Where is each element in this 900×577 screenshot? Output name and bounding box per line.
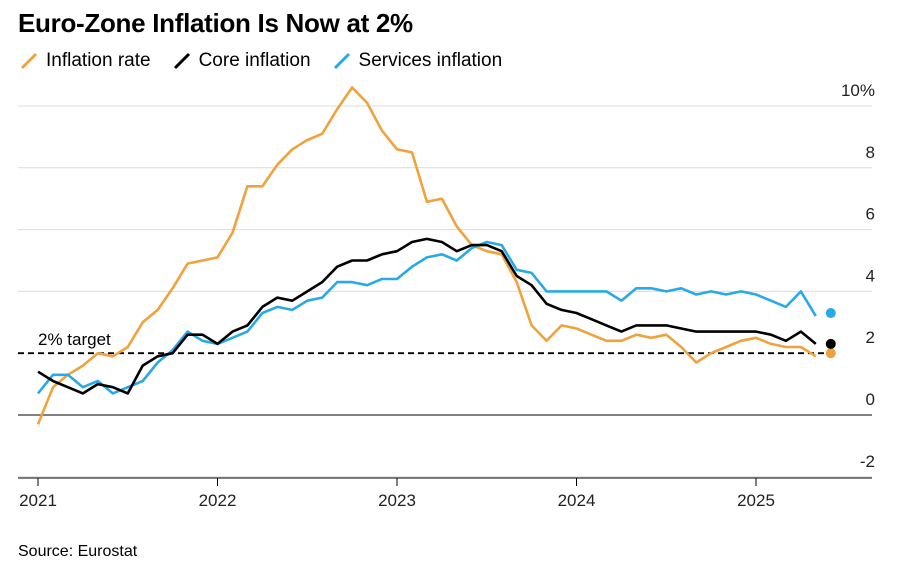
legend-item-inflation-rate: Inflation rate <box>20 50 151 72</box>
source-note: Source: Eurostat <box>18 543 138 560</box>
legend-label-services-inflation: Services inflation <box>358 50 503 71</box>
series-line-core-inflation <box>37 237 817 395</box>
target-label: 2% target <box>38 330 111 349</box>
y-tick-label: -2 <box>860 452 875 471</box>
y-tick-label: 2 <box>866 328 875 347</box>
legend: Inflation rate Core inflation Services i… <box>20 50 502 72</box>
legend-label-inflation-rate: Inflation rate <box>46 50 151 71</box>
x-tick-label: 2025 <box>737 491 775 510</box>
legend-swatch-inflation-rate <box>20 52 38 70</box>
y-tick-label: 10% <box>841 81 875 100</box>
x-tick-label: 2022 <box>199 491 237 510</box>
y-tick-label: 8 <box>866 143 875 162</box>
series-line-services-inflation <box>36 240 817 395</box>
y-tick-label: 6 <box>866 205 875 224</box>
y-tick-label: 0 <box>866 390 875 409</box>
x-tick-label: 2023 <box>378 491 416 510</box>
x-tick-label: 2024 <box>558 491 596 510</box>
x-tick-label: 2021 <box>19 491 57 510</box>
last-point-services-inflation <box>825 308 836 319</box>
legend-item-services-inflation: Services inflation <box>333 50 503 72</box>
legend-swatch-services-inflation <box>333 52 350 70</box>
last-point-inflation-rate <box>825 348 836 359</box>
y-tick-label: 4 <box>866 266 875 285</box>
legend-label-core-inflation: Core inflation <box>198 50 311 71</box>
legend-swatch-core-inflation <box>173 52 190 70</box>
legend-item-core-inflation: Core inflation <box>173 50 311 72</box>
series-line-inflation-rate <box>36 86 817 425</box>
chart-title: Euro-Zone Inflation Is Now at 2% <box>18 8 413 38</box>
last-point-core-inflation <box>825 338 836 349</box>
